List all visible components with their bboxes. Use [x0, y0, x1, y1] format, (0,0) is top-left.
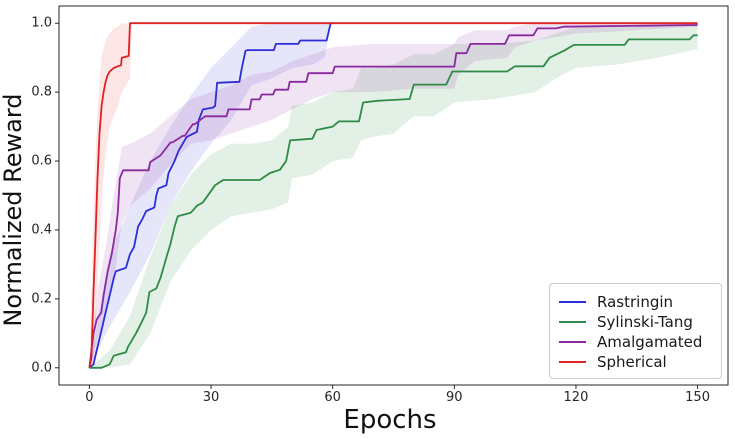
y-tick-label: 0.4 — [31, 222, 52, 238]
legend-item-rastringin: Rastringin — [559, 292, 711, 312]
legend-label: Amalgamated — [597, 332, 703, 351]
legend-line-icon — [559, 301, 586, 303]
y-tick-label: 0.0 — [31, 360, 52, 376]
legend-item-amalgamated: Amalgamated — [559, 332, 711, 352]
y-axis-label: Normalized Reward — [0, 93, 27, 327]
legend-line-icon — [559, 341, 586, 343]
y-tick-label: 0.2 — [31, 291, 52, 307]
legend-label: Sylinski-Tang — [597, 312, 693, 331]
legend-line-icon — [559, 321, 586, 323]
series-line-spherical — [88, 22, 698, 368]
series-line-amalgamated — [88, 24, 698, 368]
band-sylinski-tang — [89, 25, 698, 368]
band-rastringin — [89, 23, 333, 368]
legend-item-spherical: Spherical — [559, 352, 711, 372]
y-tick-label: 1.0 — [31, 15, 52, 31]
x-tick-label: 30 — [202, 390, 220, 405]
legend-label: Rastringin — [597, 292, 674, 311]
legend-label: Spherical — [597, 352, 667, 371]
plot-frame — [58, 5, 729, 386]
series-line-rastringin — [88, 22, 333, 369]
x-tick-label: 150 — [685, 390, 710, 405]
y-tick-label: 0.6 — [31, 153, 52, 169]
x-tick-label: 0 — [85, 390, 94, 405]
legend: Rastringin Sylinski-Tang Amalgamated Sph… — [549, 283, 722, 379]
x-tick-label: 120 — [563, 390, 589, 405]
x-tick-label: 90 — [446, 390, 463, 405]
series-line-sylinski-tang — [89, 34, 698, 369]
x-tick-label: 60 — [324, 390, 341, 405]
y-tick-label: 0.8 — [31, 84, 52, 100]
x-axis-label: Epochs — [343, 405, 437, 435]
legend-item-sylinski-tang: Sylinski-Tang — [559, 312, 711, 332]
legend-line-icon — [559, 361, 586, 363]
